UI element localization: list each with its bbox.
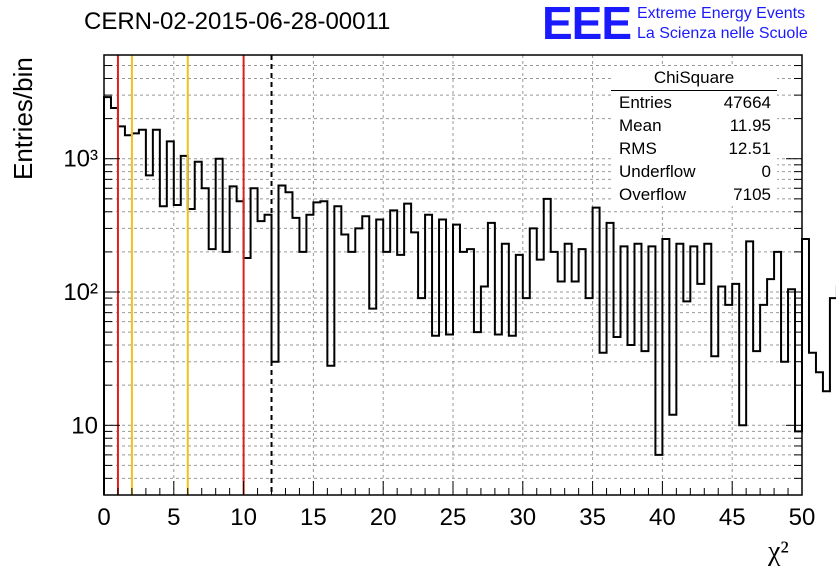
y-tick-label: 10³ bbox=[63, 146, 98, 173]
x-tick-label: 45 bbox=[719, 504, 746, 531]
x-tick-label: 20 bbox=[370, 504, 397, 531]
histogram-line bbox=[103, 96, 836, 495]
stats-value: 12.51 bbox=[728, 139, 771, 158]
logo-line-1: Extreme Energy Events bbox=[637, 5, 806, 22]
x-tick-label: 35 bbox=[579, 504, 606, 531]
logo-line-2: La Scienza nelle Scuole bbox=[637, 25, 808, 42]
x-tick-label: 50 bbox=[789, 504, 816, 531]
stats-label: Underflow bbox=[619, 162, 696, 181]
stats-value: 0 bbox=[761, 162, 771, 181]
x-tick-label: 0 bbox=[97, 504, 110, 531]
stats-box: ChiSquare Entries 47664 Mean 11.95 RMS 12.5… bbox=[611, 66, 777, 206]
stats-label: Overflow bbox=[619, 185, 687, 204]
y-tick-label: 10² bbox=[63, 279, 98, 306]
y-axis-label: Entries/bin bbox=[8, 57, 38, 180]
eee-logo: EEE bbox=[542, 0, 632, 49]
stats-value: 47664 bbox=[723, 93, 771, 112]
y-tick-label: 10 bbox=[71, 412, 98, 439]
stats-row: Overflow 7105 bbox=[611, 183, 777, 206]
stats-label: Mean bbox=[619, 116, 662, 135]
x-tick-label: 15 bbox=[300, 504, 327, 531]
stats-row: Entries 47664 bbox=[611, 91, 777, 114]
x-tick-label: 25 bbox=[440, 504, 467, 531]
x-tick-label: 40 bbox=[649, 504, 676, 531]
x-axis-label: χ² bbox=[768, 536, 789, 567]
stats-value: 11.95 bbox=[729, 116, 771, 135]
stats-label: Entries bbox=[619, 93, 672, 112]
x-tick-label: 30 bbox=[509, 504, 536, 531]
stats-row: RMS 12.51 bbox=[611, 137, 777, 160]
axis-ticks bbox=[103, 54, 803, 496]
stats-label: RMS bbox=[619, 139, 657, 158]
stats-row: Underflow 0 bbox=[611, 160, 777, 183]
stats-value: 7105 bbox=[733, 185, 771, 204]
chart-title: CERN-02-2015-06-28-00011 bbox=[84, 8, 391, 35]
stats-title: ChiSquare bbox=[611, 66, 777, 91]
marker-lines bbox=[116, 55, 273, 495]
stats-row: Mean 11.95 bbox=[611, 114, 777, 137]
x-tick-label: 10 bbox=[230, 504, 257, 531]
x-tick-label: 5 bbox=[167, 504, 180, 531]
tick-labels: 0 5 10 15 20 25 30 35 40 45 50 10 10² 10³ bbox=[63, 146, 815, 531]
